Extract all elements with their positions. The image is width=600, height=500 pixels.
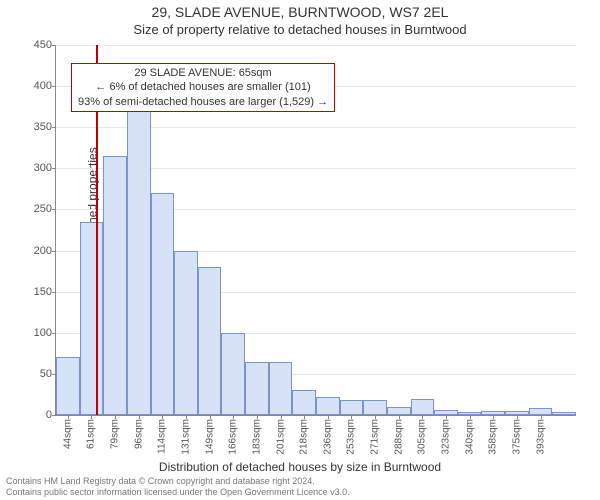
ytick-mark — [52, 209, 56, 210]
histogram-bar — [127, 111, 151, 415]
xtick-label: 149sqm — [204, 419, 215, 455]
xtick-label: 61sqm — [86, 419, 97, 449]
xtick-label: 236sqm — [322, 419, 333, 455]
xtick-label: 131sqm — [181, 419, 192, 455]
ytick-label: 350 — [34, 121, 52, 133]
annotation-box: 29 SLADE AVENUE: 65sqm← 6% of detached h… — [71, 63, 335, 112]
ytick-label: 100 — [34, 327, 52, 339]
annotation-line: 93% of semi-detached houses are larger (… — [78, 95, 328, 109]
xtick-label: 183sqm — [251, 419, 262, 455]
ytick-label: 300 — [34, 162, 52, 174]
x-axis-label: Distribution of detached houses by size … — [0, 460, 600, 474]
footer-attribution: Contains HM Land Registry data © Crown c… — [6, 476, 594, 498]
page-title-line2: Size of property relative to detached ho… — [0, 22, 600, 37]
xtick-label: 96sqm — [133, 419, 144, 449]
xtick-label: 218sqm — [299, 419, 310, 455]
xtick-label: 305sqm — [417, 419, 428, 455]
histogram-bar — [174, 251, 198, 415]
histogram-bar — [363, 400, 387, 415]
xtick-label: 340sqm — [464, 419, 475, 455]
footer-line-1: Contains HM Land Registry data © Crown c… — [6, 476, 594, 487]
annotation-line: ← 6% of detached houses are smaller (101… — [78, 80, 328, 94]
ytick-mark — [52, 127, 56, 128]
xtick-label: 375sqm — [511, 419, 522, 455]
xtick-label: 114sqm — [157, 419, 168, 454]
footer-line-2: Contains public sector information licen… — [6, 487, 594, 498]
ytick-mark — [52, 168, 56, 169]
histogram-bar — [80, 222, 104, 415]
histogram-plot: Number of detached properties 0501001502… — [55, 45, 576, 416]
histogram-bar — [151, 193, 175, 415]
ytick-mark — [52, 251, 56, 252]
histogram-bar — [245, 362, 269, 415]
histogram-bar — [411, 399, 435, 415]
ytick-label: 0 — [46, 409, 52, 421]
ytick-mark — [52, 292, 56, 293]
ytick-label: 400 — [34, 80, 52, 92]
xtick-label: 44sqm — [62, 419, 73, 449]
histogram-bar — [340, 400, 364, 415]
xtick-label: 201sqm — [275, 419, 286, 455]
gridline — [56, 45, 576, 46]
histogram-bar — [269, 362, 293, 415]
histogram-bar — [56, 357, 80, 415]
xtick-label: 323sqm — [441, 419, 452, 455]
xtick-label: 271sqm — [370, 419, 381, 455]
ytick-label: 450 — [34, 39, 52, 51]
annotation-line: 29 SLADE AVENUE: 65sqm — [78, 66, 328, 80]
ytick-label: 50 — [40, 368, 52, 380]
xtick-label: 288sqm — [393, 419, 404, 455]
histogram-bar — [221, 333, 245, 415]
xtick-label: 253sqm — [346, 419, 357, 455]
ytick-label: 250 — [34, 203, 52, 215]
histogram-bar — [316, 397, 340, 415]
xtick-label: 166sqm — [228, 419, 239, 455]
histogram-bar — [103, 156, 127, 415]
ytick-label: 150 — [34, 286, 52, 298]
xtick-label: 393sqm — [535, 419, 546, 455]
histogram-bar — [198, 267, 222, 415]
ytick-mark — [52, 86, 56, 87]
histogram-bar — [552, 412, 576, 415]
ytick-mark — [52, 333, 56, 334]
ytick-label: 200 — [34, 245, 52, 257]
xtick-label: 79sqm — [110, 419, 121, 449]
ytick-mark — [52, 415, 56, 416]
xtick-label: 358sqm — [488, 419, 499, 455]
histogram-bar — [387, 407, 411, 415]
ytick-mark — [52, 45, 56, 46]
page-title-line1: 29, SLADE AVENUE, BURNTWOOD, WS7 2EL — [0, 0, 600, 20]
histogram-bar — [292, 390, 316, 415]
